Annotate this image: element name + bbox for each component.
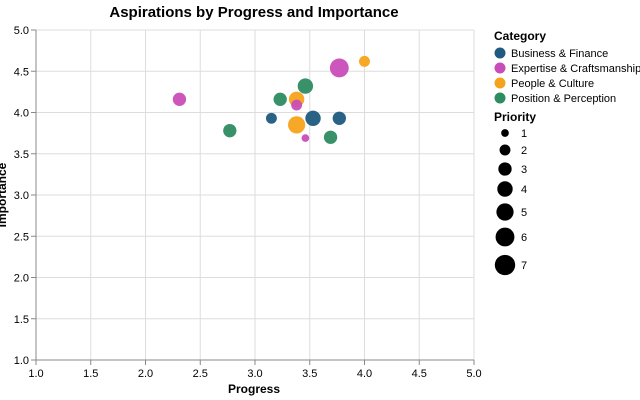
legend-swatch [494, 62, 506, 74]
y-axis-title: Importance [0, 162, 9, 227]
y-tick-label: 4.0 [14, 108, 29, 120]
data-point [301, 134, 310, 142]
size-legend-marker [497, 181, 513, 197]
x-tick-label: 1.0 [28, 368, 43, 380]
size-legend-label: 1 [521, 128, 527, 140]
data-point [273, 92, 287, 106]
y-tick-label: 3.0 [14, 190, 29, 202]
size-legend-marker [499, 144, 511, 156]
y-tick-label: 5.0 [14, 25, 29, 37]
legend-label: Position & Perception [511, 93, 616, 105]
data-points [172, 55, 370, 144]
legend-swatch [494, 47, 506, 59]
size-legend-label: 5 [521, 207, 527, 219]
data-point [329, 58, 349, 78]
data-point [288, 116, 306, 134]
y-tick-label: 1.5 [14, 314, 29, 326]
legend-label: Business & Finance [511, 48, 608, 60]
x-tick-label: 4.0 [357, 368, 372, 380]
y-tick-label: 4.5 [14, 66, 29, 78]
size-legend-label: 2 [521, 145, 527, 157]
size-legend-marker [498, 162, 512, 176]
size-legend-marker [495, 227, 515, 247]
y-tick-label: 2.5 [14, 231, 29, 243]
x-tick-label: 4.5 [412, 368, 427, 380]
legend: Category Priority Business & Finance Expe… [494, 29, 640, 276]
legend-label: Expertise & Craftsmanship [511, 63, 640, 75]
size-legend-marker [496, 203, 514, 221]
x-tick-label: 3.5 [302, 368, 317, 380]
x-tick-label: 3.0 [247, 368, 262, 380]
data-point [291, 99, 303, 111]
legend-swatch [494, 92, 506, 104]
data-point [223, 123, 237, 138]
data-point [332, 111, 346, 125]
color-legend-title: Category [494, 29, 546, 43]
legend-swatch [494, 77, 506, 89]
size-legend-label: 3 [521, 164, 527, 176]
data-point [359, 55, 370, 67]
data-point [297, 78, 314, 94]
x-tick-label: 5.0 [466, 368, 481, 380]
chart-title: Aspirations by Progress and Importance [109, 4, 398, 21]
y-tick-label: 3.5 [14, 149, 29, 161]
data-point [323, 130, 338, 144]
x-tick-label: 1.5 [83, 368, 98, 380]
axes: 1.0 1.5 2.0 2.5 3.0 3.5 4.0 4.5 5.0 1.0 1.5 2.0 2.5 3… [14, 25, 482, 380]
data-point [305, 110, 321, 126]
size-legend-marker [501, 129, 509, 137]
data-point [265, 112, 277, 124]
y-tick-label: 1.0 [14, 355, 29, 367]
x-axis-title: Progress [228, 382, 280, 396]
size-legend-label: 6 [521, 232, 527, 244]
size-legend-label: 4 [521, 184, 527, 196]
legend-label: People & Culture [511, 78, 594, 90]
grid [35, 29, 475, 361]
y-tick-label: 2.0 [14, 273, 29, 285]
x-tick-label: 2.5 [193, 368, 208, 380]
x-tick-label: 2.0 [138, 368, 153, 380]
size-legend-label: 7 [521, 260, 527, 272]
size-legend-marker [494, 254, 516, 276]
data-point [172, 92, 187, 106]
size-legend-title: Priority [494, 110, 536, 124]
